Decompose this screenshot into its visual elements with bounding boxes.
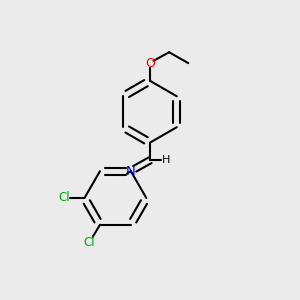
Text: O: O [145,57,155,70]
Text: Cl: Cl [58,191,70,205]
Text: N: N [126,165,136,178]
Text: H: H [162,155,170,165]
Text: Cl: Cl [84,236,95,249]
